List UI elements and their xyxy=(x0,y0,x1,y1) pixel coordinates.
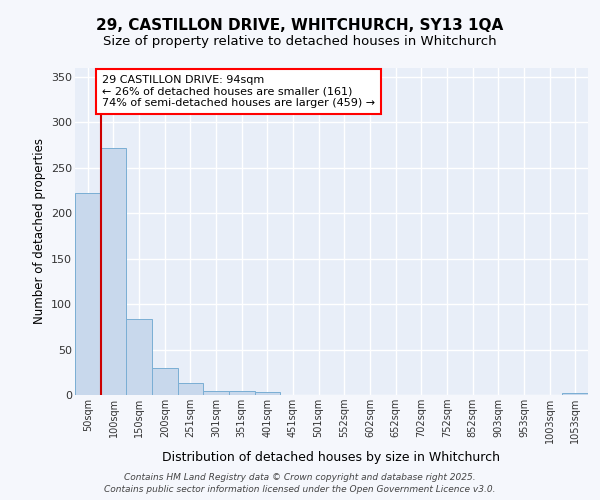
Bar xyxy=(562,393,588,395)
Bar xyxy=(229,392,254,395)
Bar xyxy=(152,368,178,395)
X-axis label: Distribution of detached houses by size in Whitchurch: Distribution of detached houses by size … xyxy=(163,452,500,464)
Text: Contains public sector information licensed under the Open Government Licence v3: Contains public sector information licen… xyxy=(104,485,496,494)
Bar xyxy=(254,392,280,395)
Text: Size of property relative to detached houses in Whitchurch: Size of property relative to detached ho… xyxy=(103,35,497,48)
Bar xyxy=(127,318,152,395)
Bar xyxy=(75,193,101,395)
Bar xyxy=(101,148,127,395)
Text: Contains HM Land Registry data © Crown copyright and database right 2025.: Contains HM Land Registry data © Crown c… xyxy=(124,472,476,482)
Y-axis label: Number of detached properties: Number of detached properties xyxy=(32,138,46,324)
Bar xyxy=(203,392,229,395)
Text: 29 CASTILLON DRIVE: 94sqm
← 26% of detached houses are smaller (161)
74% of semi: 29 CASTILLON DRIVE: 94sqm ← 26% of detac… xyxy=(102,75,375,108)
Text: 29, CASTILLON DRIVE, WHITCHURCH, SY13 1QA: 29, CASTILLON DRIVE, WHITCHURCH, SY13 1Q… xyxy=(97,18,503,32)
Bar xyxy=(178,383,203,395)
